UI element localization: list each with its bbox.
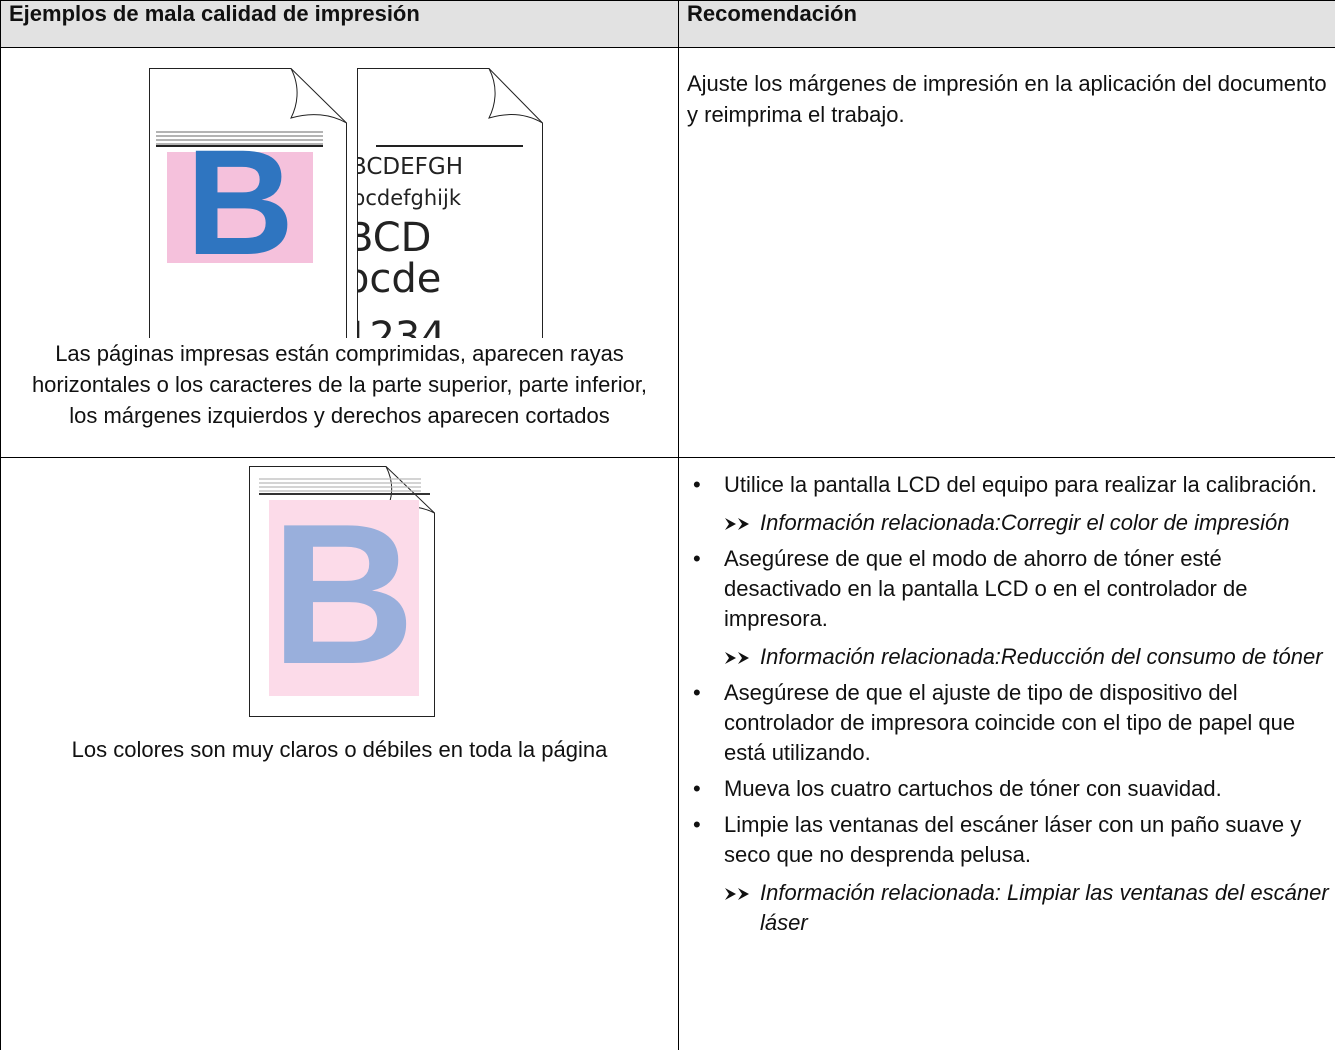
header-cell: Recomendación: [678, 0, 1335, 48]
arrow-icon: [725, 888, 749, 900]
related-link-row: Información relacionada: Limpiar las ven…: [724, 878, 1331, 938]
figure-letter: B: [186, 118, 294, 286]
recommendation: Ajuste los márgenes de impresión en la a…: [687, 71, 1327, 127]
example-cell: B Los colores son muy claros o débiles e…: [0, 457, 679, 1050]
related-link[interactable]: Información relacionada:Corregir el colo…: [760, 510, 1290, 535]
example-cell: B BCDEFGH bcdefghijk BCD bcde 1234 Las p…: [0, 47, 679, 458]
list-item: Utilice la pantalla LCD del equipo para …: [679, 470, 1335, 538]
illustration: B BCDEFGH bcdefghijk BCD bcde 1234: [149, 68, 543, 338]
sample-text: bcde: [344, 256, 441, 302]
header-row: Ejemplos de mala calidad de impresión Re…: [0, 0, 1335, 48]
list-item: Mueva los cuatro cartuchos de tóner con …: [679, 774, 1335, 804]
list-item: Asegúrese de que el modo de ahorro de tó…: [679, 544, 1335, 672]
illustration: B: [249, 466, 435, 717]
recommendation-list: Utilice la pantalla LCD del equipo para …: [679, 458, 1335, 938]
caption: Los colores son muy claros o débiles en …: [71, 737, 608, 762]
sample-text: BCDEFGH: [351, 154, 463, 180]
list-item: Asegúrese de que el ajuste de tipo de di…: [679, 678, 1335, 768]
figure-letter: B: [271, 483, 415, 706]
sample-text: bcdefghijk: [352, 186, 462, 210]
row: B Los colores son muy claros o débiles e…: [0, 457, 1335, 1050]
item-text: Mueva los cuatro cartuchos de tóner con …: [724, 776, 1222, 801]
related-link[interactable]: Información relacionada:Reducción del co…: [760, 644, 1323, 669]
item-text: Asegúrese de que el modo de ahorro de tó…: [724, 546, 1248, 631]
header-cell: Ejemplos de mala calidad de impresión: [0, 0, 679, 48]
recommendation-cell: Utilice la pantalla LCD del equipo para …: [678, 457, 1335, 1050]
item-text: Asegúrese de que el ajuste de tipo de di…: [724, 680, 1296, 765]
sample-text: 1234: [344, 314, 446, 338]
arrow-icon: [725, 652, 749, 664]
caption: Las páginas impresas están comprimidas, …: [31, 341, 648, 428]
list-item: Limpie las ventanas del escáner láser co…: [679, 810, 1335, 938]
related-link-row: Información relacionada:Reducción del co…: [724, 642, 1331, 672]
item-text: Utilice la pantalla LCD del equipo para …: [724, 472, 1318, 497]
row: B BCDEFGH bcdefghijk BCD bcde 1234 Las p…: [0, 47, 1335, 458]
recommendation-cell: Ajuste los márgenes de impresión en la a…: [678, 47, 1335, 458]
item-text: Limpie las ventanas del escáner láser co…: [724, 812, 1302, 867]
arrow-icon: [725, 518, 749, 530]
related-link[interactable]: Información relacionada: Limpiar las ven…: [760, 880, 1329, 935]
sample-text: BCD: [346, 215, 431, 261]
related-link-row: Información relacionada:Corregir el colo…: [724, 508, 1331, 538]
